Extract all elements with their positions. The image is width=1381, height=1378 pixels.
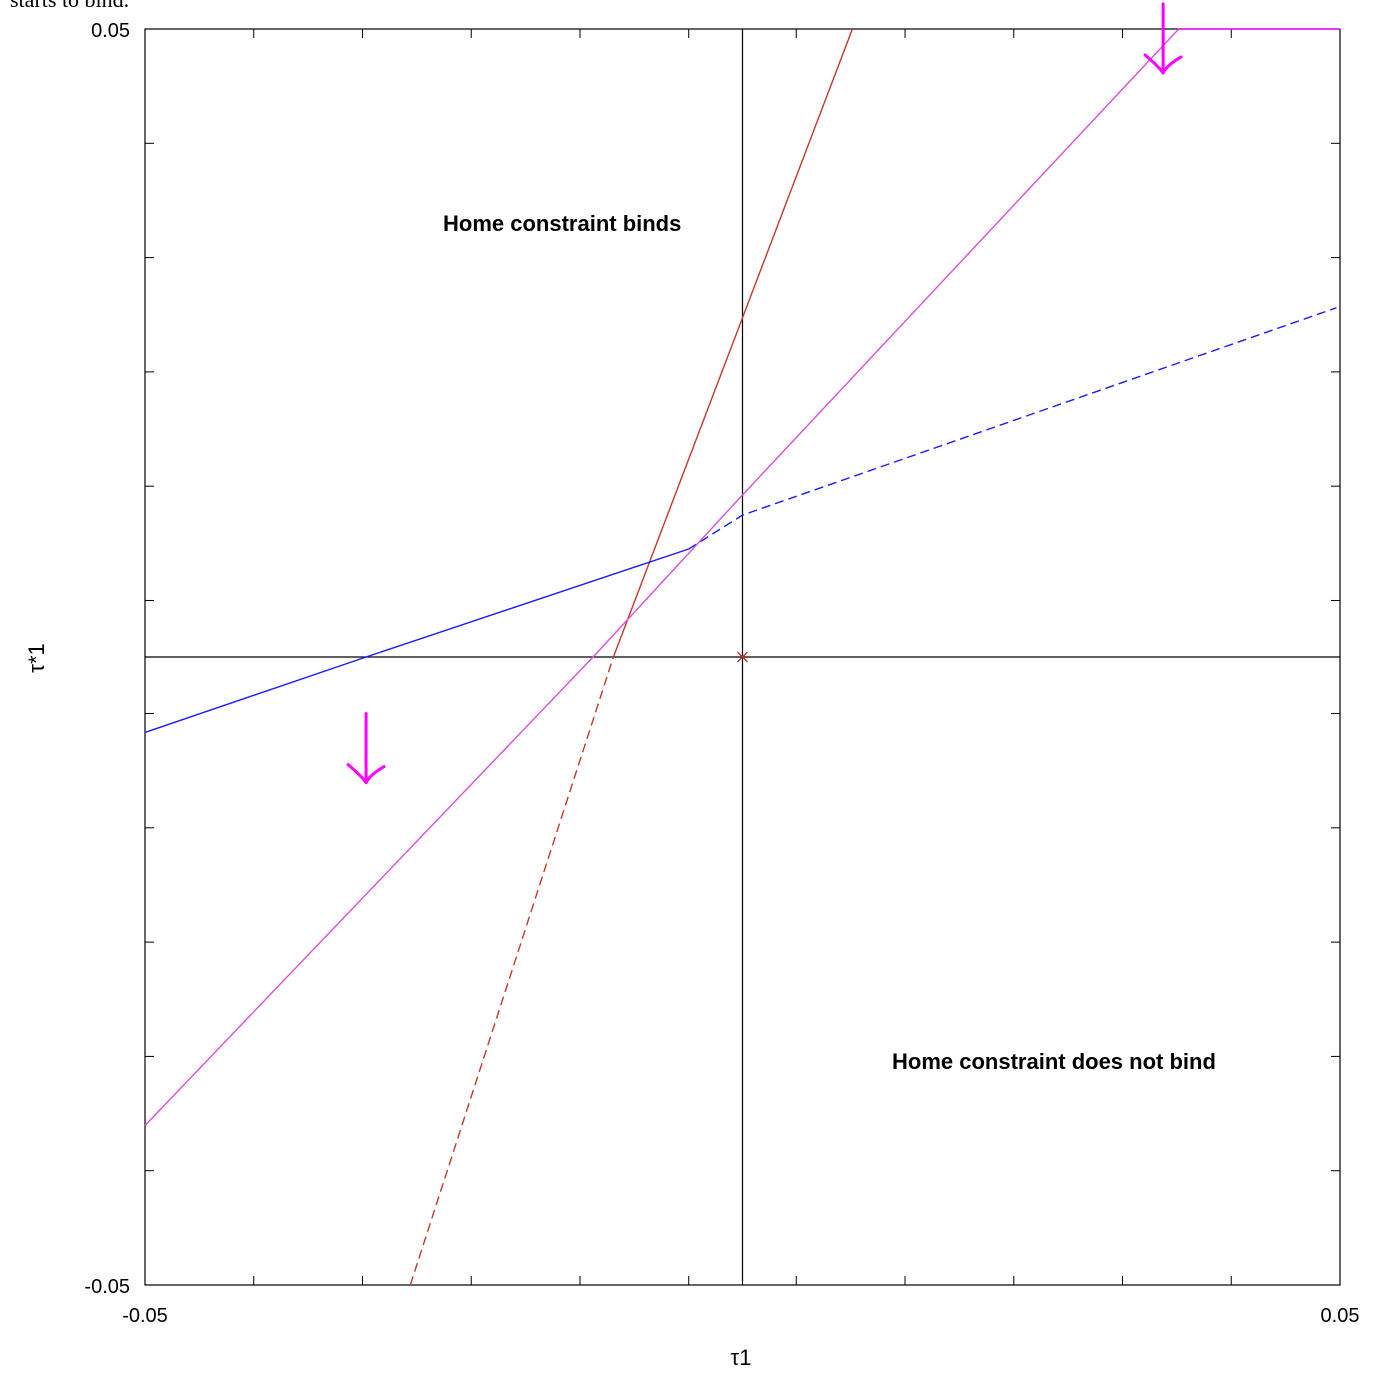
- annotation-home-not-bind: Home constraint does not bind: [892, 1049, 1216, 1074]
- series-0-segment-1: [409, 656, 615, 1286]
- caption-fragment: starts to bind.: [10, 0, 129, 12]
- series-0-segment-0: [612, 28, 854, 658]
- y-axis-label: τ*1: [24, 643, 49, 673]
- x-tick-label-left: -0.05: [122, 1305, 168, 1327]
- arrow-1-head: [1143, 53, 1183, 75]
- series-1-segment-0: [144, 548, 689, 734]
- x-axis-label: τ1: [731, 1345, 752, 1370]
- series-2-segment-0: [144, 28, 1180, 1126]
- y-tick-label-top: 0.05: [91, 20, 130, 42]
- x-tick-label-right: 0.05: [1321, 1305, 1360, 1327]
- marker-0-stroke-b: [737, 651, 748, 663]
- plot-area: [144, 2, 1341, 1286]
- annotation-home-binds: Home constraint binds: [443, 211, 681, 236]
- y-tick-label-bottom: -0.05: [84, 1276, 130, 1298]
- arrow-0-head: [346, 763, 386, 785]
- series-1-segment-1: [688, 307, 1337, 550]
